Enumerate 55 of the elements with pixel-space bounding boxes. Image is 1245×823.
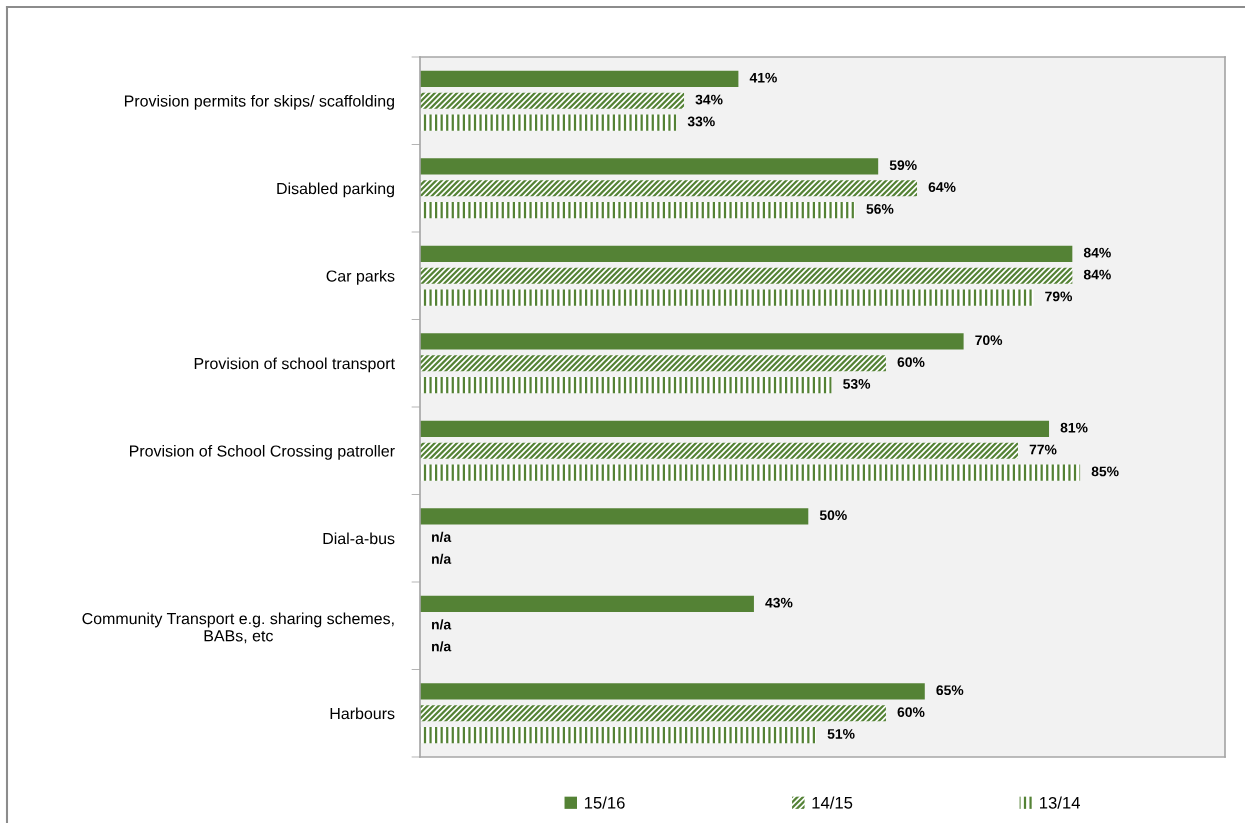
bar <box>420 70 739 87</box>
y-tick-label: Dial-a-bus <box>323 532 395 545</box>
bar <box>420 595 754 612</box>
y-tick-label: Community Transport e.g. sharing schemes, BABs, etc <box>82 612 394 644</box>
bar <box>420 202 855 219</box>
bar <box>420 180 918 197</box>
y-tick-label: Provision of School Crossing patroller <box>130 444 395 460</box>
data-label: 81% <box>1060 422 1088 433</box>
legend-label: 13/14 <box>1040 796 1080 809</box>
data-label: 64% <box>928 182 956 192</box>
bar <box>420 333 964 350</box>
text: n/a <box>432 641 452 652</box>
data-label: 84% <box>1083 269 1111 280</box>
data-label: 41% <box>749 72 777 83</box>
bar <box>420 92 685 109</box>
data-label: 85% <box>1091 466 1119 477</box>
y-tick-label: Disabled parking <box>277 182 394 198</box>
data-label: 59% <box>889 160 917 171</box>
data-label: 56% <box>866 204 894 214</box>
bar <box>420 114 677 131</box>
legend-label: 14/15 <box>812 796 853 809</box>
bar <box>420 245 1073 262</box>
bar <box>420 508 809 525</box>
bar <box>420 377 832 394</box>
y-tick-label: Harbours <box>330 707 395 720</box>
bar <box>420 727 817 744</box>
data-label: 60% <box>897 707 925 717</box>
y-tick-label: Provision of school transport <box>194 357 395 373</box>
y-tick-label: Provision permits for skips/ scaffolding <box>124 94 394 110</box>
bar <box>420 683 925 700</box>
data-label: 60% <box>897 357 925 367</box>
data-label: 79% <box>1045 291 1073 302</box>
data-label: 65% <box>936 685 964 696</box>
bar <box>420 289 1034 306</box>
data-label: 33% <box>687 116 715 127</box>
data-label: 84% <box>1083 247 1111 258</box>
bar <box>420 158 879 175</box>
bar <box>420 420 1050 437</box>
data-label: 77% <box>1029 444 1057 455</box>
data-label: 53% <box>843 379 871 389</box>
data-label: 34% <box>695 94 723 105</box>
data-label: 51% <box>827 729 855 739</box>
bar <box>420 442 1018 459</box>
text: n/a <box>432 553 452 564</box>
text: n/a <box>432 619 452 630</box>
bar <box>420 355 886 372</box>
data-label: 50% <box>819 510 847 521</box>
legend-label: 15/16 <box>584 796 625 809</box>
bar <box>420 464 1081 481</box>
data-label: 43% <box>765 597 793 608</box>
y-tick-label: Car parks <box>326 269 395 285</box>
data-label: 70% <box>975 335 1003 346</box>
text: n/a <box>432 531 452 543</box>
bar <box>420 705 886 722</box>
bar <box>420 267 1073 284</box>
